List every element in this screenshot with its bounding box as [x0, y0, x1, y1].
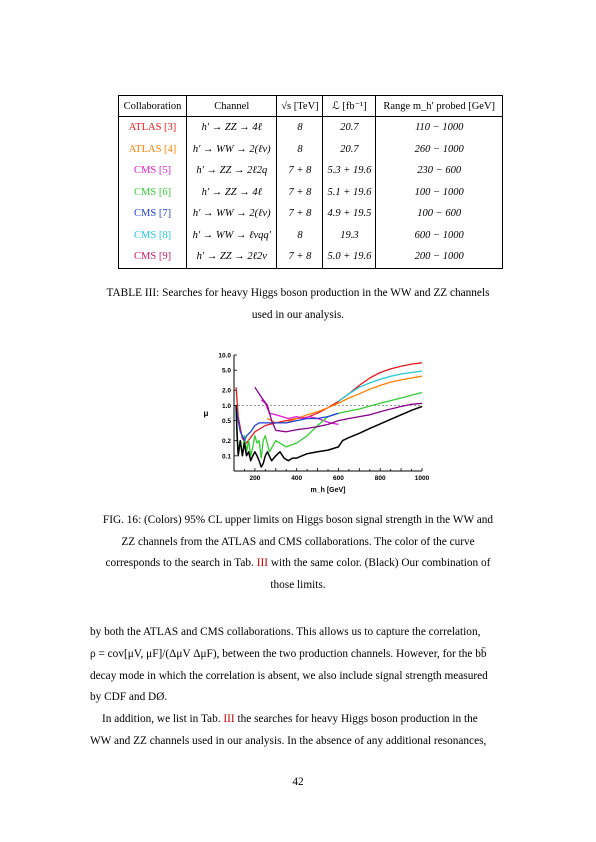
cell-sqrt-s: 8	[276, 224, 324, 246]
cell-channel: h′ → WW → ℓνqq′	[186, 224, 278, 246]
cell-collaboration: CMS [7]	[117, 203, 188, 225]
citation-link[interactable]: [9]	[156, 251, 172, 263]
cell-range: 100 − 1000	[375, 181, 503, 203]
citation-link[interactable]: [6]	[156, 186, 172, 198]
cell-range: 260 − 1000	[375, 138, 503, 160]
limits-chart: 10.0 5.0 2.0 1.0 0.5 0.2 0.1 200 400 600 800 1000 m_…	[204, 353, 430, 495]
citation-link[interactable]: [5]	[156, 165, 172, 177]
col-sqrt-s: √s [TeV]	[276, 95, 324, 117]
x-tick-label: 600	[333, 475, 344, 482]
cell-lumi: 5.0 + 19.6	[322, 246, 377, 269]
cell-sqrt-s: 7 + 8	[276, 160, 324, 182]
table-row: CMS [9] h′ → ZZ → 2ℓ2ν 7 + 8 5.0 + 19.6 200 …	[117, 246, 503, 269]
table-row: ATLAS [4] h′ → WW → 2(ℓν) 8 20.7 260 − 1000	[117, 138, 503, 160]
table-row: CMS [7] h′ → WW → 2(ℓν) 7 + 8 4.9 + 19.5 100…	[117, 203, 503, 225]
x-tick-label: 200	[249, 475, 260, 482]
series-line-0	[235, 362, 423, 444]
x-axis-label: m_h [GeV]	[310, 487, 345, 494]
table-caption: TABLE III: Searches for heavy Higgs boso…	[60, 283, 536, 326]
figure-caption-line-3: corresponds to the search in Tab. III wi…	[105, 557, 491, 569]
cell-lumi: 4.9 + 19.5	[322, 203, 377, 225]
cell-range: 200 − 1000	[375, 246, 503, 269]
series-line-7	[235, 405, 423, 468]
figure-caption: FIG. 16: (Colors) 95% CL upper limits on…	[60, 510, 536, 596]
figure-caption-line-2: ZZ channels from the ATLAS and CMS colla…	[121, 535, 475, 548]
y-tick-label: 2.0	[222, 388, 231, 395]
table-ref-link[interactable]: III	[256, 557, 268, 569]
series-line-4	[235, 405, 339, 442]
y-tick-label: 5.0	[222, 368, 231, 375]
x-tick-label: 1000	[415, 475, 430, 482]
cell-collaboration: CMS [5]	[117, 160, 188, 182]
cell-range: 100 − 600	[375, 203, 503, 225]
cell-lumi: 19.3	[322, 224, 377, 246]
y-tick-label: 0.1	[222, 453, 231, 460]
cell-range: 230 − 600	[375, 160, 503, 182]
table-row: ATLAS [3] h′ → ZZ → 4ℓ 8 20.7 110 − 1000	[117, 116, 503, 139]
table-caption-line-2: used in our analysis.	[251, 308, 345, 321]
cell-channel: h′ → ZZ → 2ℓ2q	[186, 160, 278, 182]
col-range: Range m_h′ probed [GeV]	[375, 95, 503, 117]
y-tick-label: 0.2	[222, 438, 231, 445]
series-line-5	[338, 370, 423, 402]
citation-link[interactable]: [7]	[156, 208, 172, 220]
cell-collaboration: ATLAS [4]	[117, 138, 188, 160]
y-tick-label: 10.0	[218, 353, 231, 360]
cell-lumi: 20.7	[322, 138, 377, 160]
series-line-1	[267, 375, 423, 424]
x-tick-label: 800	[375, 475, 386, 482]
figure-caption-line-1: FIG. 16: (Colors) 95% CL upper limits on…	[102, 514, 494, 526]
cell-sqrt-s: 7 + 8	[276, 181, 324, 203]
cell-channel: h′ → ZZ → 4ℓ	[186, 181, 278, 203]
table-caption-line-1: TABLE III: Searches for heavy Higgs boso…	[106, 287, 490, 299]
cell-channel: h′ → WW → 2(ℓν)	[186, 138, 278, 160]
y-tick-label: 0.5	[222, 418, 231, 425]
cell-range: 600 − 1000	[375, 224, 503, 246]
citation-link[interactable]: [4]	[161, 143, 177, 155]
table-row: CMS [6] h′ → ZZ → 4ℓ 7 + 8 5.1 + 19.6 100 − …	[117, 181, 503, 203]
table-header-row: Collaboration Channel √s [TeV] ℒ [fb⁻¹] …	[117, 95, 503, 117]
cell-sqrt-s: 8	[276, 116, 324, 139]
cell-channel: h′ → ZZ → 2ℓ2ν	[186, 246, 278, 269]
table-row: CMS [5] h′ → ZZ → 2ℓ2q 7 + 8 5.3 + 19.6 230 …	[117, 160, 503, 182]
y-axis-label: μ	[204, 409, 209, 418]
body-paragraph-1: by both the ATLAS and CMS collaborations…	[90, 626, 488, 704]
table-ref-link-2[interactable]: III	[223, 713, 235, 725]
cell-collaboration: CMS [6]	[117, 181, 188, 203]
x-tick-label: 400	[291, 475, 302, 482]
figure-caption-line-4: those limits.	[270, 578, 326, 591]
citation-link[interactable]: [8]	[156, 229, 172, 241]
col-lumi: ℒ [fb⁻¹]	[322, 95, 377, 117]
cell-lumi: 5.1 + 19.6	[322, 181, 377, 203]
cell-lumi: 5.3 + 19.6	[322, 160, 377, 182]
searches-table: Collaboration Channel √s [TeV] ℒ [fb⁻¹] …	[117, 95, 503, 269]
cell-channel: h′ → WW → 2(ℓν)	[186, 203, 278, 225]
cell-sqrt-s: 8	[276, 138, 324, 160]
page-number: 42	[292, 776, 304, 788]
series-line-6	[254, 386, 423, 433]
cell-sqrt-s: 7 + 8	[276, 203, 324, 225]
body-paragraph-2: In addition, we list in Tab. III the sea…	[90, 713, 487, 747]
citation-link[interactable]: [3]	[161, 122, 177, 134]
cell-range: 110 − 1000	[375, 116, 503, 139]
col-collaboration: Collaboration	[117, 95, 188, 117]
cell-collaboration: CMS [8]	[117, 224, 188, 246]
cell-sqrt-s: 7 + 8	[276, 246, 324, 269]
table-row: CMS [8] h′ → WW → ℓνqq′ 8 19.3 600 − 1000	[117, 224, 503, 246]
col-channel: Channel	[186, 95, 278, 117]
y-tick-label: 1.0	[222, 403, 231, 410]
cell-lumi: 20.7	[322, 116, 377, 139]
cell-collaboration: CMS [9]	[117, 246, 188, 269]
cell-channel: h′ → ZZ → 4ℓ	[186, 116, 278, 139]
cell-collaboration: ATLAS [3]	[117, 116, 188, 139]
